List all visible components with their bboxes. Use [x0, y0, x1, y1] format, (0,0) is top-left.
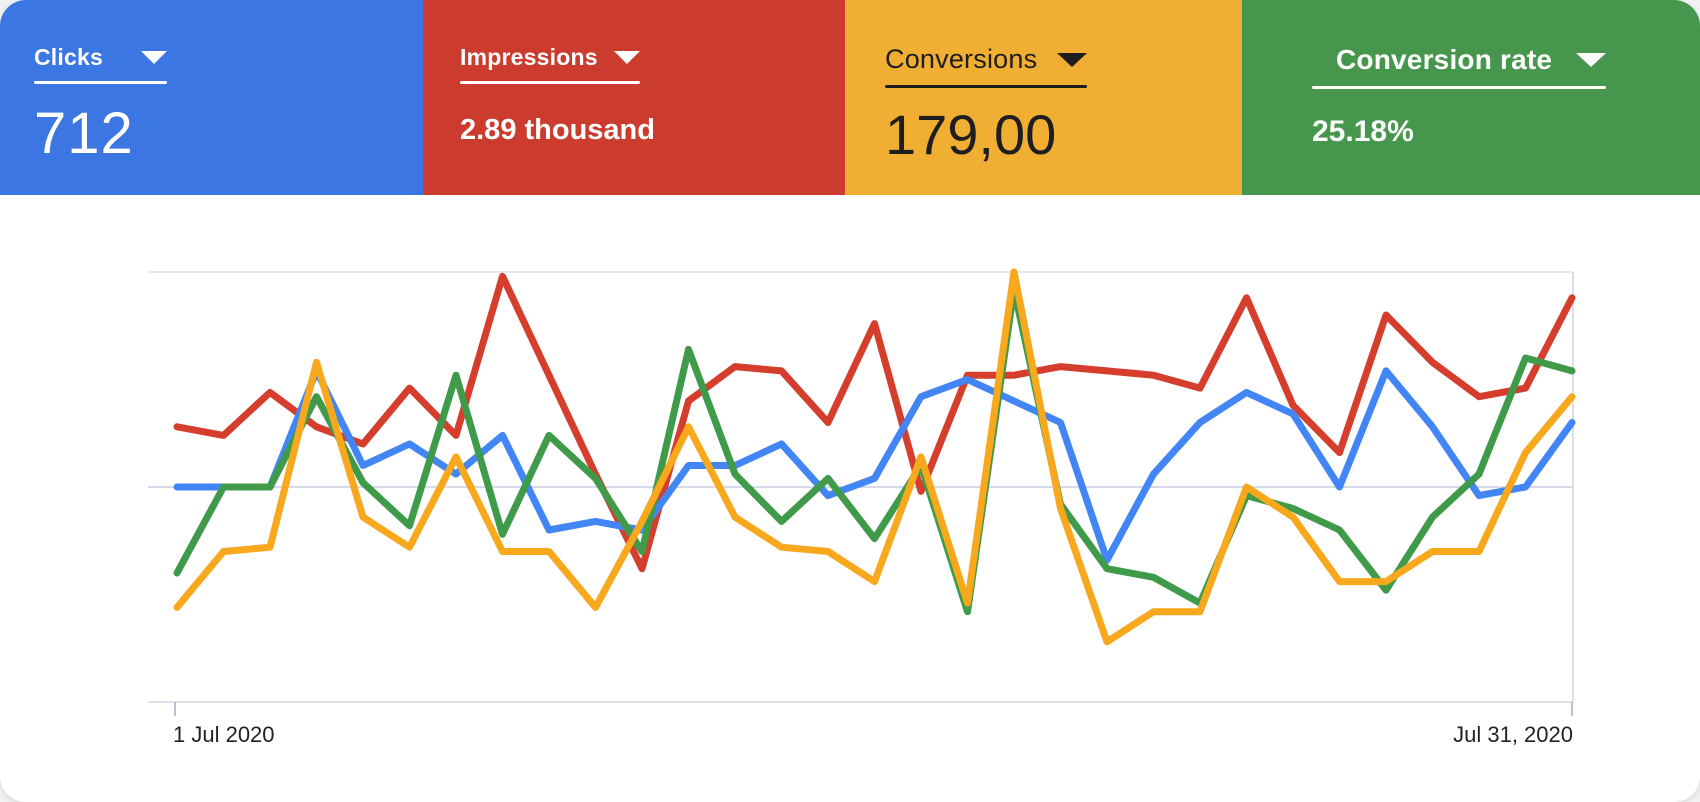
axis-end-date-label: Jul 31, 2020 [1453, 722, 1573, 747]
metrics-strip: Clicks 712 Impressions 2.89 thousand Con… [0, 0, 1700, 195]
clicks-metric-dropdown[interactable]: Clicks [34, 44, 167, 84]
series-line-clicks [173, 367, 1576, 564]
metric-card-conversion-rate: Conversion rate 25.18% [1242, 0, 1700, 195]
metric-card-clicks: Clicks 712 [0, 0, 423, 195]
metric-underline [1312, 86, 1607, 89]
metric-label: Conversion rate [1336, 44, 1553, 75]
metric-card-impressions: Impressions 2.89 thousand [423, 0, 845, 195]
chart-area: 1 Jul 2020 Jul 31, 2020 [0, 195, 1700, 802]
metric-card-conversions: Conversions 179,00 [845, 0, 1242, 195]
conversion-rate-metric-dropdown[interactable]: Conversion rate [1312, 44, 1607, 89]
series-line-conversion-rate [173, 285, 1576, 616]
metric-label: Conversions [885, 44, 1038, 74]
timeseries-chart [148, 268, 1576, 716]
chevron-down-icon [140, 51, 167, 64]
metric-value: 179,00 [885, 103, 1057, 166]
series-line-conversions [173, 268, 1576, 646]
axis-start-date-label: 1 Jul 2020 [173, 722, 275, 747]
metric-underline [34, 81, 167, 84]
chevron-down-icon [1057, 52, 1088, 67]
metric-underline [460, 81, 640, 84]
metric-value: 2.89 thousand [460, 114, 655, 146]
metric-label: Impressions [460, 44, 598, 70]
impressions-metric-dropdown[interactable]: Impressions [460, 44, 640, 84]
conversions-metric-dropdown[interactable]: Conversions [885, 44, 1088, 88]
chevron-down-icon [1576, 53, 1607, 67]
series-line-impressions [173, 272, 1576, 573]
chevron-down-icon [613, 51, 640, 64]
metric-value: 712 [34, 101, 134, 166]
metric-label: Clicks [34, 44, 103, 70]
metric-underline [885, 85, 1088, 88]
metric-value: 25.18% [1312, 115, 1414, 148]
